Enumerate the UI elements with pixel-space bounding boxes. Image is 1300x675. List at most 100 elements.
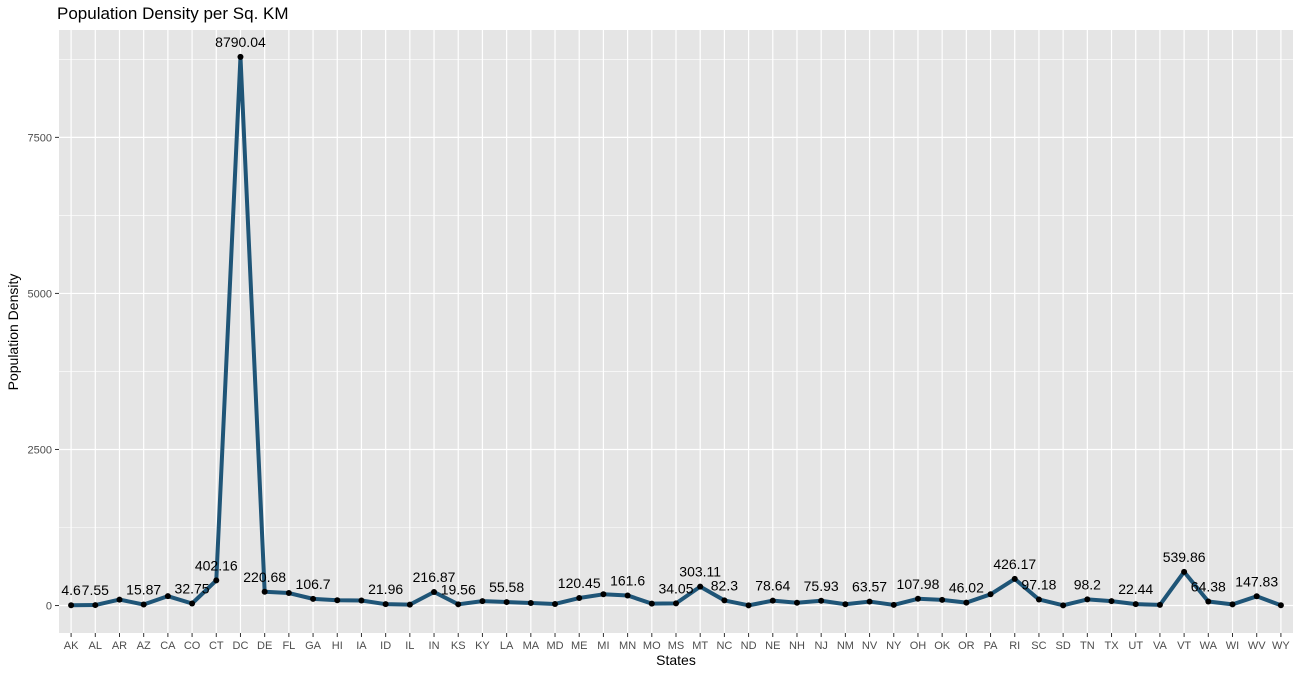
data-point <box>1253 593 1260 600</box>
x-tick-label: IN <box>429 640 440 652</box>
x-tick-label: NM <box>837 640 854 652</box>
data-point <box>1156 601 1163 608</box>
data-points <box>68 53 1284 609</box>
x-tick-label: MN <box>619 640 636 652</box>
data-point <box>842 601 849 608</box>
data-point <box>866 598 873 605</box>
x-tick-label: UT <box>1128 640 1143 652</box>
data-point <box>431 588 438 595</box>
data-label: 120.45 <box>558 575 601 591</box>
data-point <box>1277 602 1284 609</box>
x-tick-label: MO <box>643 640 661 652</box>
data-label: 8790.04 <box>215 34 266 50</box>
data-point <box>237 53 244 60</box>
x-tick-label: KS <box>451 640 466 652</box>
data-point <box>890 601 897 608</box>
major-gridlines <box>59 30 1293 633</box>
x-tick-label: OR <box>958 640 975 652</box>
x-tick-label: NE <box>765 640 780 652</box>
x-tick-label: VA <box>1153 640 1168 652</box>
data-point <box>1181 568 1188 575</box>
x-tick-label: TX <box>1104 640 1119 652</box>
x-tick-label: PA <box>984 640 999 652</box>
data-point <box>261 588 268 595</box>
data-label: 220.68 <box>243 569 286 585</box>
data-label: 161.6 <box>610 572 645 588</box>
data-label: 426.17 <box>993 556 1036 572</box>
data-label: 64.38 <box>1191 579 1226 595</box>
y-axis: 0 2500 5000 7500 <box>28 132 59 613</box>
data-labels: 4.6 7.55 15.87 32.75 402.16 8790.04 220.68 106.… <box>61 34 1278 598</box>
data-point <box>1084 596 1091 603</box>
data-label: 106.7 <box>296 576 331 592</box>
x-axis: AK AL AR AZ CA CO CT DC DE FL GA HI IA ID IL IN KS KY LA MA… <box>64 633 1290 652</box>
data-label: 34.05 <box>658 580 693 596</box>
y-tick-label: 7500 <box>28 132 52 144</box>
data-label: 32.75 <box>175 580 210 596</box>
data-point <box>963 599 970 606</box>
x-axis-title: States <box>656 652 696 668</box>
data-point <box>285 590 292 597</box>
x-tick-label: AL <box>89 640 102 652</box>
chart-title: Population Density per Sq. KM <box>57 4 289 23</box>
data-point <box>552 600 559 607</box>
x-tick-label: DC <box>233 640 249 652</box>
data-label: 4.6 <box>61 582 81 598</box>
data-point <box>68 602 75 609</box>
x-tick-label: NC <box>716 640 732 652</box>
x-tick-label: RI <box>1009 640 1020 652</box>
x-tick-label: NJ <box>814 640 827 652</box>
y-axis-title: Population Density <box>5 274 21 391</box>
x-tick-label: OK <box>934 640 951 652</box>
data-label: 15.87 <box>126 582 161 598</box>
data-label: 78.64 <box>755 578 790 594</box>
data-point <box>1108 598 1115 605</box>
x-tick-label: IL <box>405 640 414 652</box>
x-tick-label: MI <box>597 640 609 652</box>
data-label: 46.02 <box>949 580 984 596</box>
data-point <box>503 599 510 606</box>
x-tick-label: HI <box>332 640 343 652</box>
x-tick-label: ND <box>741 640 757 652</box>
data-point <box>92 602 99 609</box>
data-label: 303.11 <box>679 564 721 580</box>
x-tick-label: WY <box>1272 640 1290 652</box>
x-tick-label: AK <box>64 640 79 652</box>
data-label: 107.98 <box>897 576 940 592</box>
data-point <box>334 597 341 604</box>
x-tick-label: NV <box>862 640 878 652</box>
x-tick-label: ID <box>380 640 391 652</box>
data-point <box>673 600 679 607</box>
data-label: 7.55 <box>82 582 109 598</box>
data-point <box>624 592 631 599</box>
data-label: 21.96 <box>368 581 403 597</box>
x-tick-label: CT <box>209 640 224 652</box>
x-tick-label: KY <box>475 640 490 652</box>
data-point <box>576 595 583 602</box>
data-point <box>1132 601 1139 608</box>
x-tick-label: WV <box>1248 640 1266 652</box>
data-label: 75.93 <box>804 578 839 594</box>
data-point <box>818 597 825 604</box>
x-tick-label: NY <box>886 640 902 652</box>
data-point <box>648 600 655 607</box>
data-point <box>479 598 486 605</box>
data-point <box>527 600 534 607</box>
data-point <box>1229 601 1236 608</box>
x-tick-label: LA <box>500 640 514 652</box>
x-tick-label: VT <box>1177 640 1191 652</box>
x-tick-label: DE <box>257 640 272 652</box>
data-label: 19.56 <box>441 581 476 597</box>
data-point <box>406 601 413 608</box>
x-tick-label: GA <box>305 640 322 652</box>
data-point <box>769 597 776 604</box>
x-tick-label: FL <box>282 640 295 652</box>
data-label: 55.58 <box>489 579 524 595</box>
x-tick-label: ME <box>571 640 588 652</box>
x-tick-label: MT <box>692 640 708 652</box>
x-tick-label: MA <box>523 640 540 652</box>
data-point <box>939 596 946 603</box>
data-label: 539.86 <box>1163 549 1206 565</box>
data-point <box>358 597 365 604</box>
x-tick-label: MD <box>546 640 563 652</box>
